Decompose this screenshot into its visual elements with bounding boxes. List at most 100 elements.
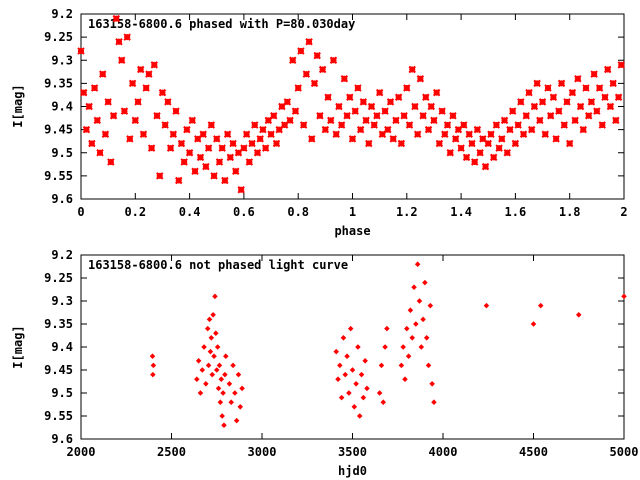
data-point xyxy=(275,125,283,134)
data-point xyxy=(392,116,400,125)
data-point xyxy=(158,88,167,97)
data-point xyxy=(582,84,590,92)
data-point xyxy=(394,93,403,101)
data-point xyxy=(333,348,339,355)
data-point xyxy=(449,112,457,120)
data-point xyxy=(511,139,520,148)
x-tick-label: 2000 xyxy=(67,445,96,459)
data-point xyxy=(405,121,414,129)
data-point xyxy=(565,139,574,148)
data-point xyxy=(367,102,376,111)
x-tick-label: 3000 xyxy=(248,445,277,459)
x-tick-label: 1.8 xyxy=(559,205,581,219)
data-point xyxy=(560,121,568,129)
y-axis-title: I[mag] xyxy=(11,84,25,127)
data-point xyxy=(590,70,598,78)
data-point xyxy=(530,321,537,327)
data-point xyxy=(234,149,243,157)
data-point xyxy=(378,130,387,138)
data-point xyxy=(120,107,129,115)
y-tick-label: 9.3 xyxy=(51,53,73,67)
y-tick-label: 9.6 xyxy=(51,192,73,206)
data-point xyxy=(131,116,140,125)
data-point xyxy=(443,121,452,129)
data-point xyxy=(411,284,417,290)
data-point xyxy=(563,98,571,106)
data-point xyxy=(253,149,262,157)
data-point xyxy=(343,112,351,120)
data-point xyxy=(384,325,390,332)
data-point xyxy=(593,107,601,115)
data-point xyxy=(424,125,433,134)
data-point xyxy=(226,153,235,162)
y-tick-label: 9.45 xyxy=(44,363,73,377)
data-point xyxy=(397,139,406,148)
data-point xyxy=(216,362,223,369)
data-point xyxy=(337,362,343,369)
data-point xyxy=(313,51,321,60)
data-point xyxy=(229,139,237,148)
data-point xyxy=(264,116,273,125)
data-point xyxy=(218,376,225,382)
data-point xyxy=(147,144,156,152)
data-point xyxy=(104,98,112,106)
data-point xyxy=(576,102,585,111)
data-point xyxy=(538,98,547,106)
data-point xyxy=(557,79,566,88)
data-point xyxy=(595,84,604,92)
data-point xyxy=(335,376,341,382)
data-point xyxy=(517,98,525,106)
data-point xyxy=(203,381,209,387)
data-point xyxy=(202,162,210,171)
data-point xyxy=(235,371,242,378)
data-point xyxy=(427,102,435,111)
x-tick-label: 3500 xyxy=(338,445,367,459)
data-point xyxy=(194,135,202,143)
data-point xyxy=(194,376,200,382)
data-point xyxy=(85,102,93,111)
data-point xyxy=(183,125,191,134)
data-point xyxy=(156,172,164,180)
data-point xyxy=(420,316,426,323)
data-point xyxy=(555,107,563,115)
x-axis-title: hjd0 xyxy=(338,464,367,478)
data-point xyxy=(237,404,244,410)
data-point xyxy=(207,121,216,129)
data-point xyxy=(423,335,430,341)
data-point xyxy=(536,116,544,125)
data-point xyxy=(329,56,338,64)
data-point xyxy=(451,135,460,143)
data-point xyxy=(382,344,388,350)
x-tick-label: 0.2 xyxy=(124,205,146,219)
data-point xyxy=(126,135,134,143)
data-point xyxy=(239,385,245,392)
data-point xyxy=(514,121,522,129)
data-point xyxy=(432,88,441,97)
data-point xyxy=(139,130,148,138)
x-tick-label: 0 xyxy=(77,205,84,219)
data-point xyxy=(522,112,530,120)
data-point xyxy=(297,47,305,55)
data-point xyxy=(473,125,482,134)
y-tick-label: 9.3 xyxy=(51,294,73,308)
data-point xyxy=(228,399,234,405)
data-point xyxy=(204,144,213,152)
data-point xyxy=(375,88,384,97)
data-point xyxy=(552,135,560,143)
data-point xyxy=(587,98,596,106)
data-point xyxy=(402,376,408,382)
data-point xyxy=(208,335,215,341)
x-tick-label: 2500 xyxy=(157,445,186,459)
data-point xyxy=(223,353,229,359)
data-point xyxy=(230,362,236,369)
x-axis-title: phase xyxy=(334,224,370,238)
data-point xyxy=(196,153,205,162)
data-point xyxy=(134,98,142,106)
y-tick-label: 9.55 xyxy=(44,169,73,183)
data-point xyxy=(213,135,221,143)
data-point xyxy=(191,167,199,175)
data-point xyxy=(354,84,362,92)
data-point xyxy=(370,121,378,129)
data-point xyxy=(175,176,183,185)
